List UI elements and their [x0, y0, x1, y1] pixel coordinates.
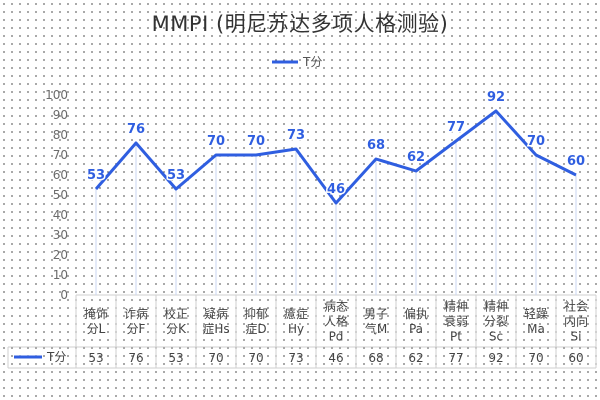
- category-label: Pt: [450, 330, 462, 344]
- data-label: 76: [127, 122, 145, 137]
- category-label: 校正: [164, 306, 188, 321]
- data-label: 73: [287, 128, 305, 143]
- y-tick-label: 90: [53, 108, 68, 122]
- legend-label: T分: [302, 55, 322, 69]
- category-label: 分K: [166, 322, 187, 336]
- category-label: 疑病: [204, 306, 228, 321]
- category-label: 社会: [564, 299, 588, 314]
- category-label: Pd: [329, 330, 344, 344]
- category-label: 分裂: [484, 315, 508, 329]
- category-label: 分L: [87, 322, 106, 336]
- category-label: 内向: [564, 314, 588, 329]
- category-label: 癔症: [284, 306, 308, 321]
- y-tick-label: 40: [53, 208, 68, 222]
- chart-title: MMPI (明尼苏达多项人格测验): [151, 12, 449, 36]
- table-series-name: T分: [46, 350, 66, 364]
- category-label: 症Hs: [202, 321, 229, 336]
- table-value: 60: [568, 351, 583, 365]
- data-label: 92: [487, 90, 505, 105]
- data-label: 68: [367, 138, 385, 153]
- category-label: 气M: [365, 321, 387, 336]
- y-tick-label: 20: [53, 248, 68, 262]
- y-tick-label: 50: [53, 188, 68, 202]
- category-label: 精神: [444, 300, 468, 314]
- category-label: Hy: [288, 322, 304, 336]
- data-label: 70: [527, 134, 545, 149]
- y-tick-label: 100: [45, 88, 68, 102]
- data-label: 53: [87, 168, 105, 183]
- y-tick-label: 0: [60, 288, 68, 302]
- category-label: 诈病: [124, 306, 148, 321]
- y-tick-label: 80: [53, 128, 68, 142]
- table-value: 70: [208, 351, 223, 365]
- category-label: Ma: [527, 322, 545, 336]
- category-label: 症D: [245, 321, 266, 336]
- table-value: 46: [328, 351, 343, 365]
- category-label: 男子: [364, 307, 388, 321]
- category-label: 病态: [324, 299, 348, 314]
- data-label: 70: [247, 134, 265, 149]
- data-label: 70: [207, 134, 225, 149]
- data-label: 77: [447, 120, 465, 135]
- y-tick-label: 60: [53, 168, 68, 182]
- data-label: 62: [407, 150, 425, 165]
- category-label: Si: [571, 330, 582, 344]
- category-label: 掩饰: [84, 307, 108, 321]
- category-label: 轻躁: [524, 307, 548, 321]
- category-label: 偏执: [404, 306, 428, 321]
- table-value: 92: [488, 351, 503, 365]
- table-value: 68: [368, 351, 383, 365]
- table-value: 70: [528, 351, 543, 365]
- table-value: 62: [408, 351, 423, 365]
- category-label: Sc: [489, 330, 503, 344]
- y-tick-label: 70: [53, 148, 68, 162]
- table-value: 70: [248, 351, 263, 365]
- series-line-t-score: [94, 109, 577, 205]
- category-label: Pa: [409, 322, 423, 336]
- category-label: 衰弱: [444, 314, 468, 329]
- table-value: 76: [128, 351, 143, 365]
- table-value: 73: [288, 351, 303, 365]
- y-tick-label: 10: [53, 268, 68, 282]
- category-label: 分F: [127, 322, 146, 336]
- data-label: 46: [327, 182, 345, 197]
- data-label: 60: [567, 154, 585, 169]
- table-value: 77: [448, 351, 463, 365]
- category-label: 人格: [324, 314, 348, 329]
- category-label: 抑郁: [244, 306, 268, 321]
- table-value: 53: [88, 351, 103, 365]
- table-value: 53: [168, 351, 183, 365]
- y-tick-label: 30: [53, 228, 68, 242]
- category-label: 精神: [484, 300, 508, 314]
- data-label: 53: [167, 168, 185, 183]
